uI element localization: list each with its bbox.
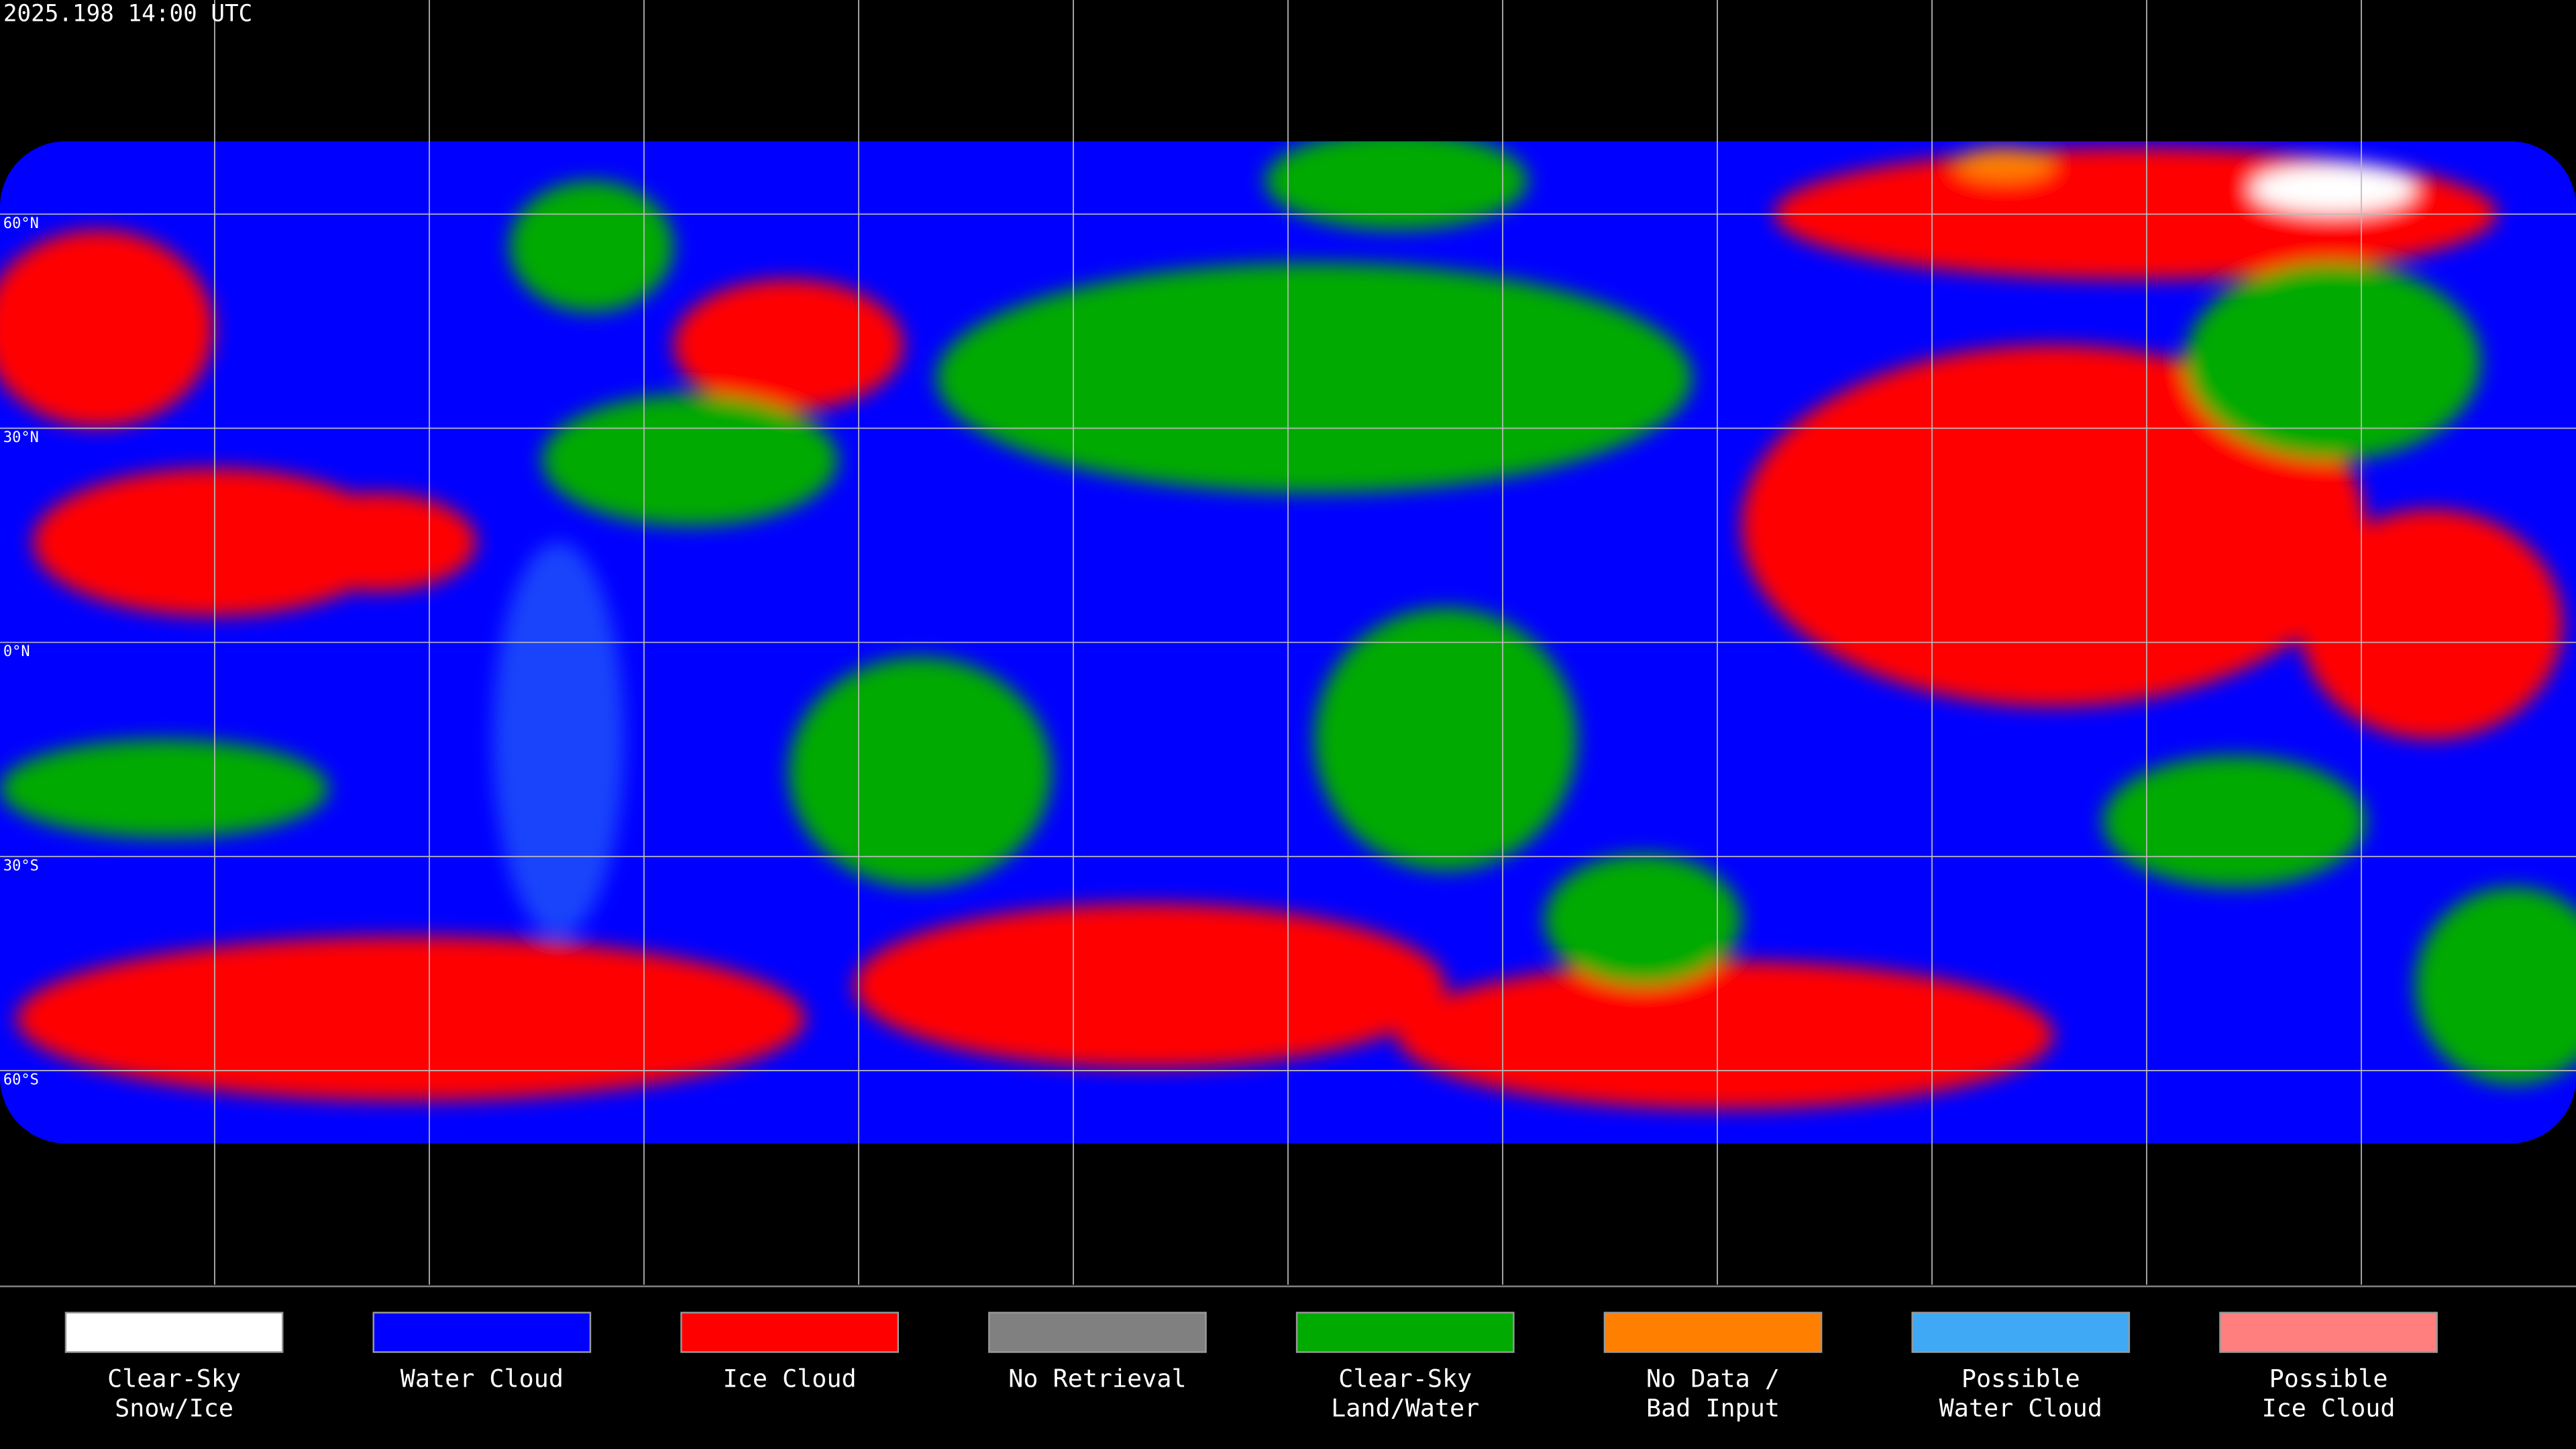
ice-cloud-area: [2300, 509, 2563, 740]
no-data-area: [1955, 148, 2054, 181]
snow-ice-area: [2251, 164, 2415, 214]
ice-cloud-area: [0, 229, 214, 427]
clear-land-area: [2415, 887, 2576, 1085]
clear-land-area: [542, 394, 838, 526]
legend-label: Land/Water: [1331, 1394, 1479, 1423]
timestamp: 2025.198 14:00 UTC: [3, 1, 252, 28]
legend-swatch: [372, 1311, 592, 1353]
legend-swatch: [1603, 1311, 1823, 1353]
graticule: 60°N 30°N 0°N 30°S 60°S: [0, 0, 2576, 1285]
ice-cloud-area: [1396, 961, 2054, 1110]
legend-swatch: [64, 1311, 284, 1353]
clear-land-area: [509, 180, 674, 313]
ice-cloud-area: [674, 279, 904, 411]
latitude-label: 30°N: [3, 429, 39, 446]
legend-label: Possible: [1962, 1364, 2080, 1393]
clear-land-area: [1544, 854, 1741, 986]
legend-label: No Data /: [1646, 1364, 1780, 1393]
legend-label: Clear-Sky: [1338, 1364, 1472, 1393]
latitude-label: 60°S: [3, 1072, 39, 1089]
legend-label: Snow/Ice: [115, 1394, 233, 1423]
ice-cloud-area: [279, 492, 477, 592]
latitude-label: 60°N: [3, 215, 39, 232]
legend-label: Ice Cloud: [2262, 1394, 2396, 1423]
legend-label: Water Cloud: [400, 1364, 564, 1393]
ice-cloud-area: [854, 903, 1446, 1068]
legend-label: Water Cloud: [1939, 1394, 2102, 1423]
clear-land-area: [0, 739, 329, 838]
latitude-label: 30°S: [3, 857, 39, 874]
legend-label: Clear-Sky: [107, 1364, 241, 1393]
legend-swatch: [988, 1311, 1207, 1353]
legend-label: Possible: [2269, 1364, 2388, 1393]
ice-cloud-area: [1741, 345, 2366, 707]
legend-swatch: [680, 1311, 900, 1353]
clear-land-area: [788, 657, 1052, 888]
legend-swatch: [2219, 1311, 2438, 1353]
ice-cloud-area: [16, 936, 806, 1101]
legend-label: No Retrieval: [1008, 1364, 1186, 1393]
clear-land-area: [1265, 141, 1528, 230]
clear-land-area: [936, 262, 1693, 493]
clear-land-area: [1314, 608, 1578, 871]
legend-swatch: [1911, 1311, 2131, 1353]
ice-cloud-area: [32, 468, 394, 616]
clear-land-area: [2102, 755, 2366, 888]
latitude-label: 0°N: [3, 643, 30, 660]
clear-land-area: [2185, 262, 2481, 460]
possible-water-cloud-area: [492, 542, 625, 936]
legend-label: Ice Cloud: [723, 1364, 857, 1393]
legend-label: Bad Input: [1646, 1394, 1780, 1423]
legend-swatch: [1295, 1311, 1515, 1353]
